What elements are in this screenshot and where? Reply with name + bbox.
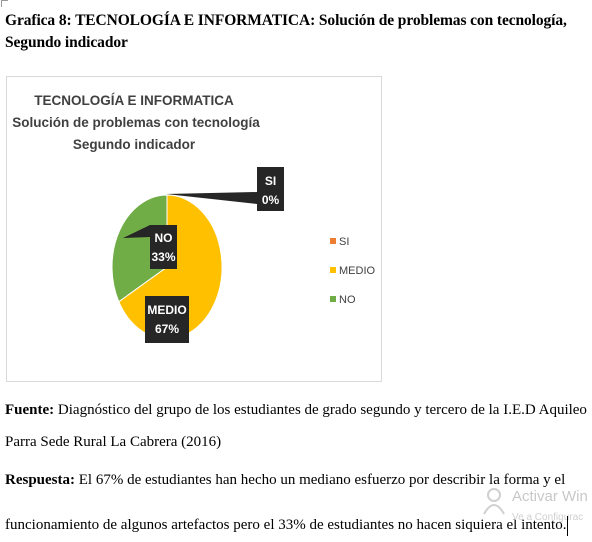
activation-watermark[interactable]: Activar Win	[512, 488, 588, 505]
si-data-label-pct: 0%	[262, 193, 280, 207]
no-data-label-name: NO	[155, 231, 173, 245]
pie-slice-no	[111, 194, 168, 303]
chart-title-line-1: TECNOLOGÍA E INFORMATICA	[34, 93, 234, 108]
caption-line-2: Segundo indicador	[5, 34, 128, 51]
si-data-label-name: SI	[265, 174, 276, 188]
legend-label-si: SI	[339, 236, 349, 248]
answer-text-1: El 67% de estudiantes han hecho un media…	[75, 472, 566, 488]
chart-title-line-2: Solución de problemas con tecnología	[12, 115, 260, 130]
page-corner-mark	[1, 0, 8, 7]
no-label-leader	[123, 225, 150, 238]
watermark-user-icon	[483, 488, 505, 515]
legend-swatch-medio	[330, 267, 336, 273]
legend-label-medio: MEDIO	[339, 265, 376, 277]
medio-data-label: MEDIO 67%	[145, 296, 189, 343]
source-paragraph-line-2: Parra Sede Rural La Cabrera (2016)	[5, 433, 590, 451]
si-label-leader	[166, 192, 257, 204]
si-data-label: SI 0%	[257, 167, 284, 211]
activation-watermark-subtitle[interactable]: Ve a Configurac	[512, 512, 584, 523]
legend-swatch-si	[330, 238, 336, 244]
medio-data-label-box	[145, 296, 189, 343]
caption-line-1: Grafica 8: TECNOLOGÍA E INFORMATICA: Sol…	[5, 12, 567, 29]
chart-title-line-3: Segundo indicador	[73, 137, 196, 152]
no-data-label: NO 33%	[150, 225, 177, 269]
medio-data-label-pct: 67%	[155, 322, 179, 336]
si-data-label-box	[257, 167, 284, 211]
pie-chart[interactable]: TECNOLOGÍA E INFORMATICA Solución de pro…	[6, 76, 382, 382]
source-text-2: Parra Sede Rural La Cabrera (2016)	[5, 434, 222, 450]
answer-label: Respuesta:	[5, 472, 75, 488]
text-cursor	[567, 516, 568, 536]
source-paragraph-line-1: Fuente: Diagnóstico del grupo de los est…	[5, 401, 590, 419]
source-label: Fuente:	[5, 402, 55, 418]
legend-swatch-no	[330, 296, 336, 302]
source-text-1: Diagnóstico del grupo de los estudiantes…	[54, 402, 587, 418]
no-data-label-box	[150, 225, 177, 269]
no-data-label-pct: 33%	[151, 250, 175, 264]
figure-caption: Grafica 8: TECNOLOGÍA E INFORMATICA: Sol…	[5, 10, 587, 54]
answer-paragraph-line-2: funcionamiento de algunos artefactos per…	[5, 516, 590, 534]
chart-legend: SI MEDIO NO	[330, 236, 376, 306]
answer-text-2: funcionamiento de algunos artefactos per…	[5, 517, 567, 533]
medio-data-label-name: MEDIO	[147, 303, 186, 317]
answer-paragraph-line-1: Respuesta: El 67% de estudiantes han hec…	[5, 471, 590, 489]
pie-chart-svg: TECNOLOGÍA E INFORMATICA Solución de pro…	[12, 93, 376, 343]
legend-label-no: NO	[339, 294, 356, 306]
